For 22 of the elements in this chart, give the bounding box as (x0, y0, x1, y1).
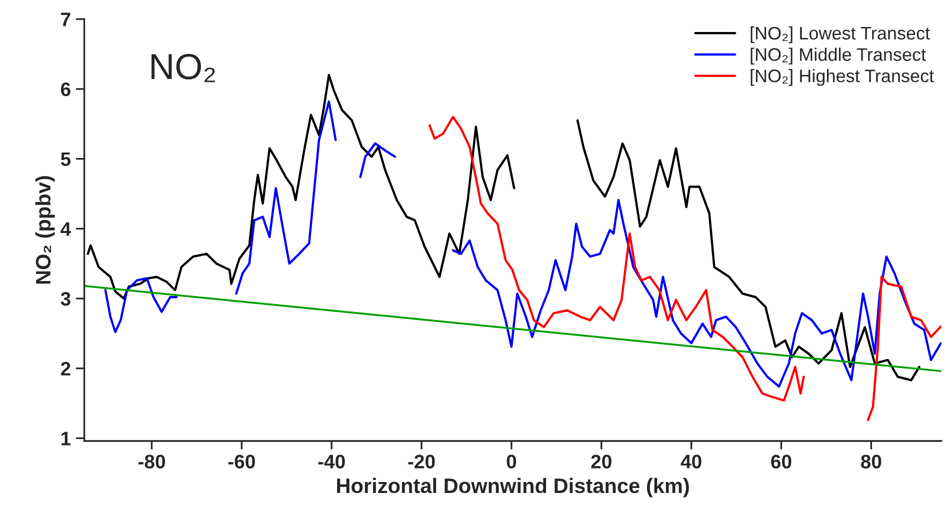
y-tick-label: 4 (60, 222, 71, 236)
text: NO₂ (152, 54, 215, 82)
x-tick-label: 60 (771, 454, 792, 468)
x-tick-label: 80 (860, 454, 882, 468)
y-tick-label: 1 (62, 432, 71, 446)
x-tick-label: 40 (680, 454, 702, 468)
y-tick-label: 6 (60, 82, 70, 96)
y-tick-label: 5 (60, 152, 71, 166)
x-tick-label: -40 (318, 454, 345, 468)
y-tick-label: 3 (60, 292, 70, 306)
legend-label: [NO₂] Lowest Transect (750, 26, 930, 44)
legend-label: [NO₂] Highest Transect (750, 69, 934, 86)
y-axis-title: NO₂ (ppbv) (35, 176, 55, 284)
x-tick-label: 20 (591, 454, 612, 468)
x-tick-label: -20 (408, 454, 435, 468)
y-tick-label: 2 (60, 362, 70, 376)
x-tick-label: -80 (138, 454, 165, 468)
x-tick-label: -60 (228, 454, 255, 468)
x-tick-label: 0 (506, 454, 516, 468)
legend-label: [NO₂] Middle Transect (750, 48, 926, 65)
x-axis-title: Horizontal Downwind Distance (km) (337, 478, 689, 498)
y-tick-label: 7 (61, 12, 70, 26)
